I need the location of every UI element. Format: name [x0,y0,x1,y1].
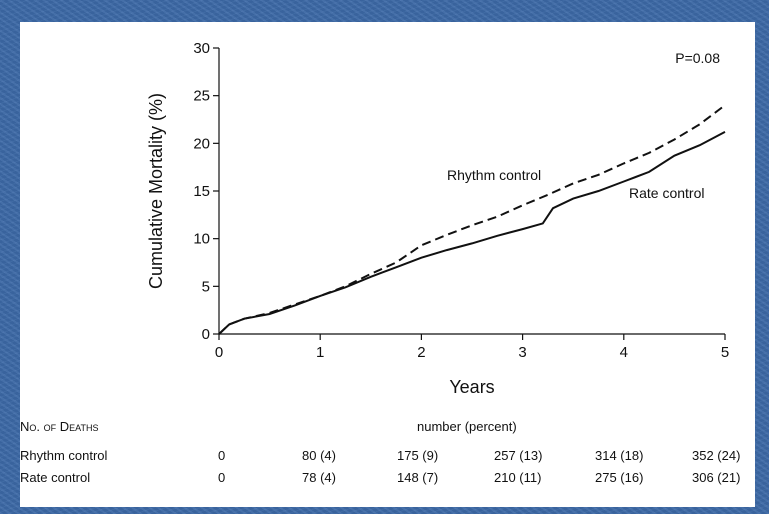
y-axis-label: Cumulative Mortality (%) [146,93,166,289]
x-tick-label: 4 [620,344,628,361]
table-header-note: number (percent) [417,419,517,434]
row-rhythm-value: 257 (13) [494,448,543,463]
row-rate-value: 210 (11) [494,470,542,485]
row-rate-value: 0 [218,470,226,485]
deaths-table: No. of Deaths number (percent) Rhythm co… [20,22,755,507]
row-rate-value: 306 (21) [692,470,741,485]
y-tick-label: 10 [193,231,210,248]
row-rhythm-value: 80 (4) [302,448,336,463]
row-rate-value: 148 (7) [397,470,439,485]
row-rhythm-value: 314 (18) [595,448,644,463]
y-tick-label: 5 [202,278,210,295]
y-tick-label: 0 [202,326,210,343]
mortality-chart: 0 5 10 15 20 25 30 0 1 2 3 4 5 Years Cumulative Mortal… [146,40,729,397]
row-rhythm-value: 0 [218,448,226,463]
x-tick-label: 3 [518,344,526,361]
x-tick-label: 2 [417,344,425,361]
row-rhythm-value: 352 (24) [692,448,741,463]
x-axis-label: Years [449,377,494,397]
y-tick-label: 20 [193,135,210,152]
x-tick-label: 1 [316,344,324,361]
y-tick-label: 15 [193,183,210,200]
row-rate-value: 78 (4) [302,470,336,485]
x-tick-label: 5 [721,344,729,361]
row-rhythm-value: 175 (9) [397,448,439,463]
y-tick-label: 25 [193,88,210,105]
rate-control-label: Rate control [629,185,704,201]
row-rhythm-label: Rhythm control [20,448,108,463]
rhythm-control-line [218,104,726,335]
x-tick-label: 0 [215,344,223,361]
p-value-annotation: P=0.08 [675,50,720,66]
figure-panel: 0 5 10 15 20 25 30 0 1 2 3 4 5 Years Cumulative Mortal… [20,22,755,507]
y-tick-label: 30 [193,40,210,57]
rhythm-control-label: Rhythm control [447,167,541,183]
rate-control-line [218,131,726,335]
row-rate-value: 275 (16) [595,470,644,485]
table-header-label: No. of Deaths [20,419,99,434]
row-rate-label: Rate control [20,470,91,485]
